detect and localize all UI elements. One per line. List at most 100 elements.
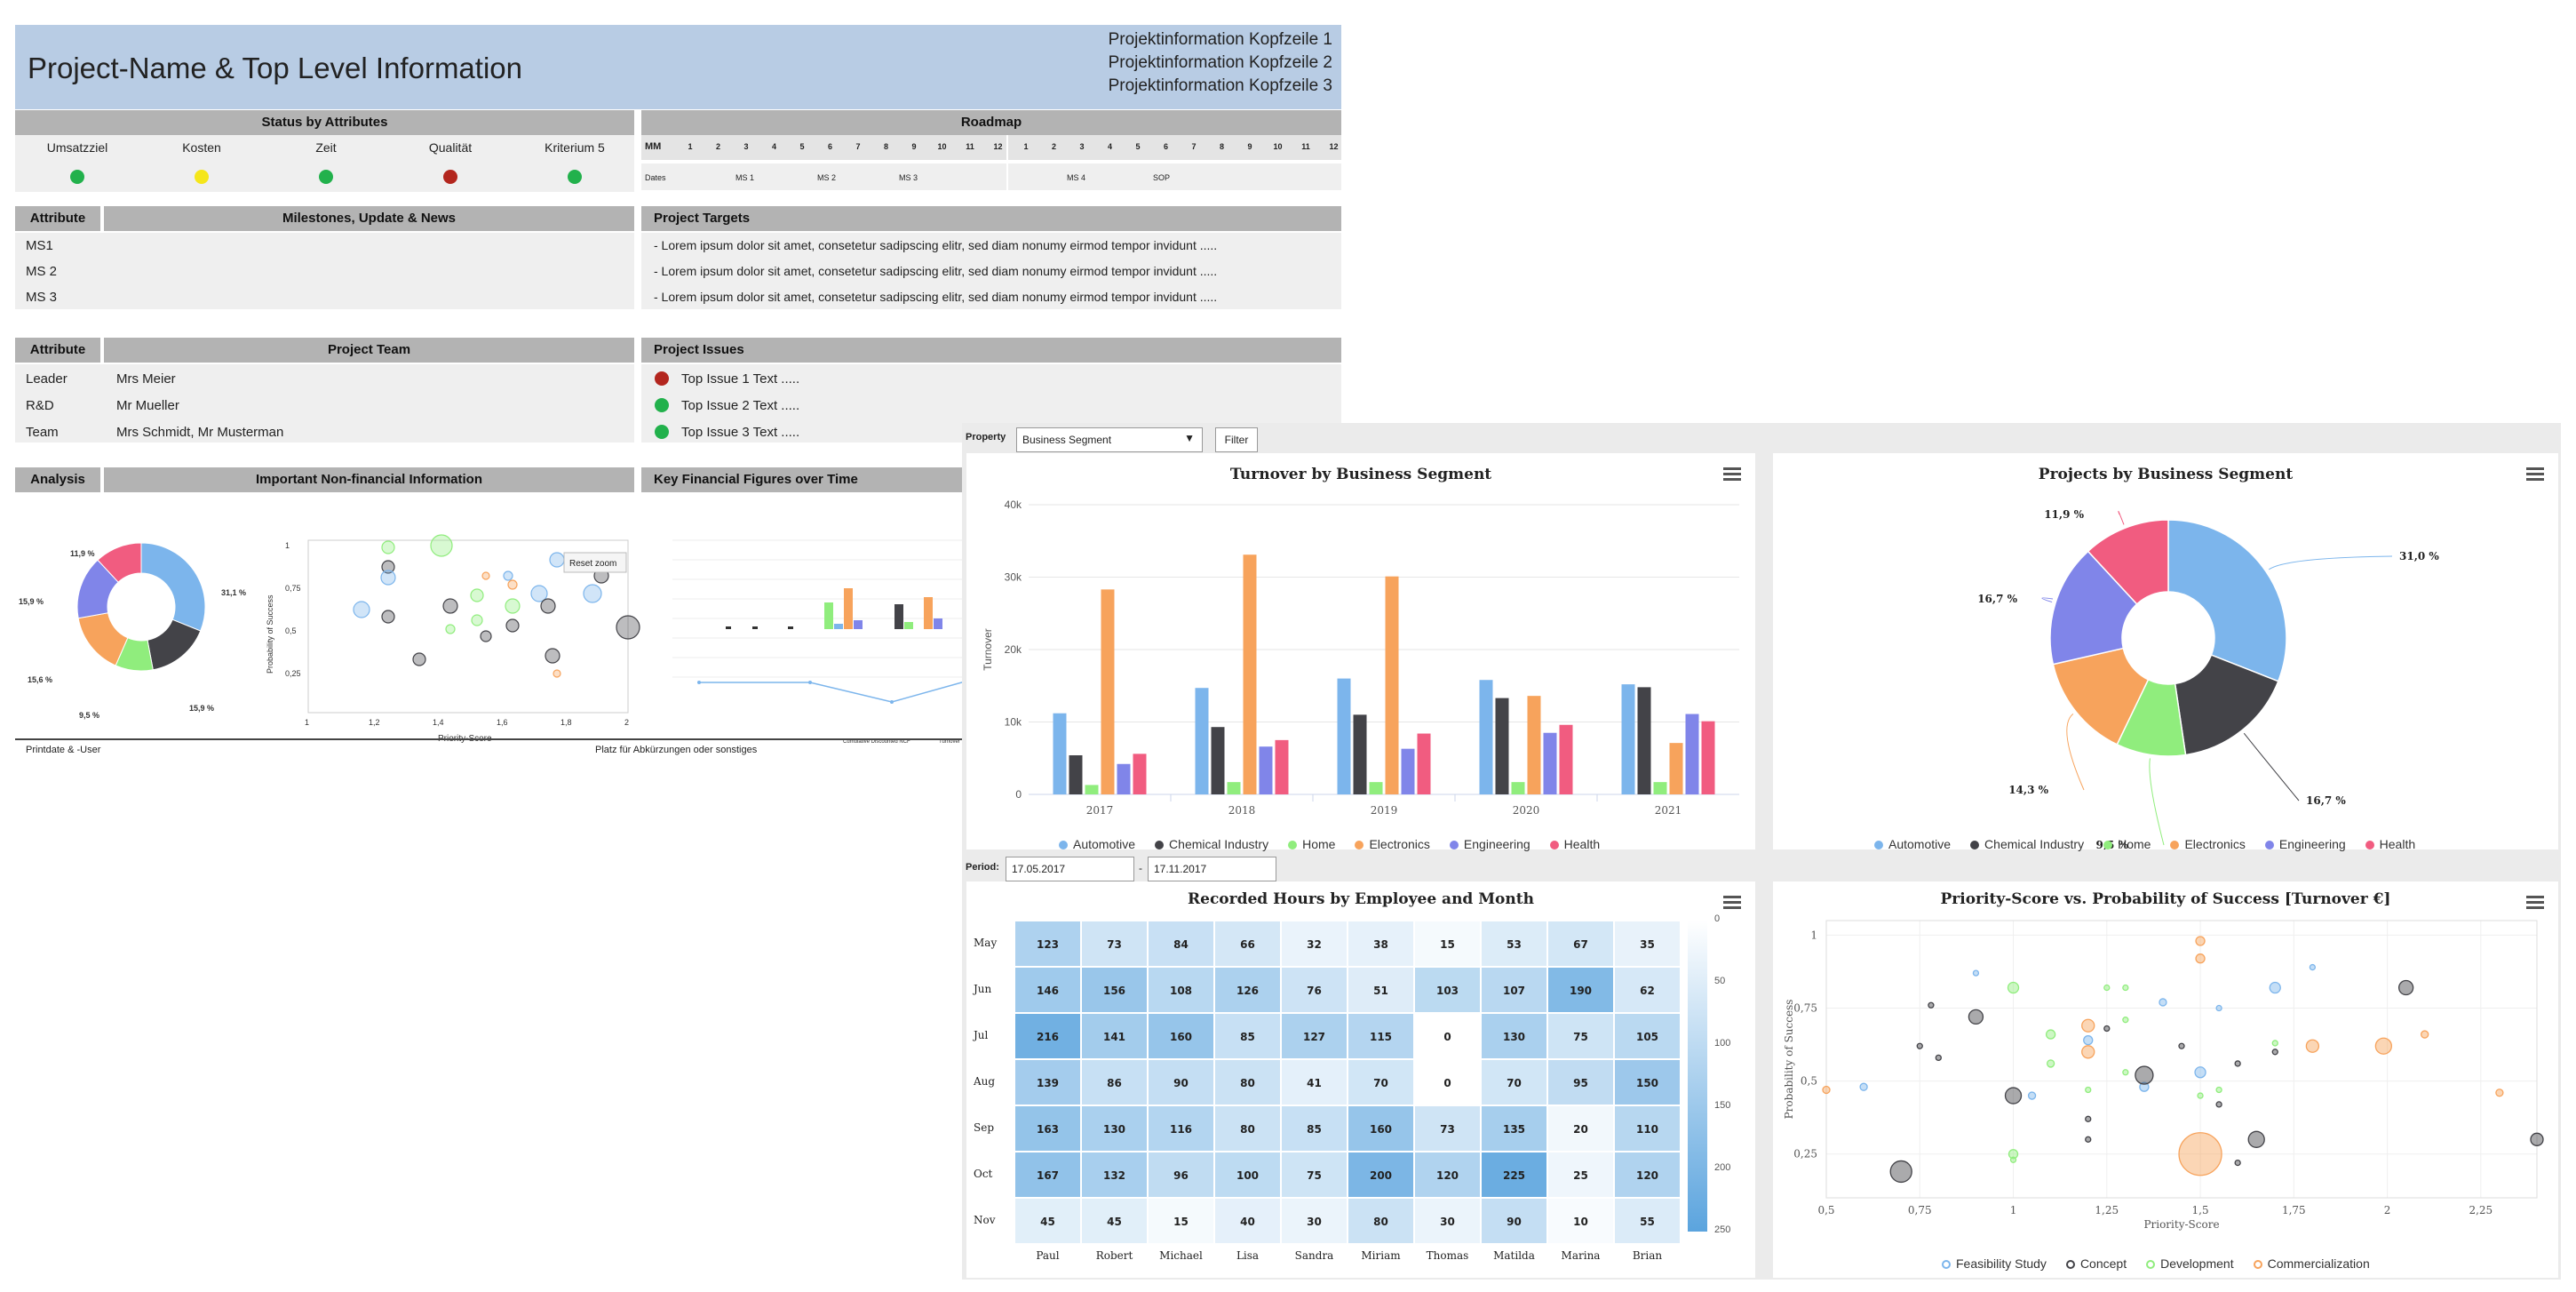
legend-item[interactable]: Home <box>2118 837 2151 851</box>
filter-button[interactable]: Filter <box>1215 427 1258 452</box>
legend-item[interactable]: Engineering <box>2278 837 2346 851</box>
bar <box>1479 680 1493 794</box>
mini-scatter-point <box>381 610 395 624</box>
issues-section-header: Project Issues <box>641 338 1341 363</box>
turnover-chart-panel: Turnover by Business Segment 0 10k 20k 30k 4… <box>966 453 1755 851</box>
team-member: Mr Mueller <box>116 398 179 413</box>
legend-marker <box>1549 841 1559 850</box>
donut-slice <box>2167 519 2287 682</box>
bubble <box>2215 1086 2222 1094</box>
reset-zoom-button[interactable] <box>563 552 627 573</box>
heatmap-cell: 105 <box>1614 1013 1681 1059</box>
mini-scatter-xtick: 1,8 <box>561 718 572 727</box>
bubble <box>2271 1049 2278 1056</box>
roadmap-milestone: MS 4 <box>1067 173 1086 182</box>
bar <box>1275 739 1289 794</box>
bar <box>1053 713 1067 794</box>
period-from-input[interactable]: 17.05.2017 <box>1006 857 1134 881</box>
donut-data-label: 31,0 % <box>2399 550 2439 562</box>
heatmap-cell: 200 <box>1348 1152 1414 1198</box>
status-column-label: Umsatzziel <box>46 140 108 155</box>
milestone-row-label: MS 3 <box>26 290 58 305</box>
x-tick-label: 2 <box>2384 1204 2391 1216</box>
heatmap-cell: 115 <box>1348 1013 1414 1059</box>
mini-scatter-point <box>470 588 484 602</box>
chart-menu-icon[interactable] <box>2526 467 2544 482</box>
colorbar-label: 50 <box>1714 976 1726 986</box>
team-role: R&D <box>26 398 54 413</box>
status-section-header: Status by Attributes <box>15 110 634 135</box>
heatmap-cell: 85 <box>1281 1105 1348 1152</box>
chart-menu-icon[interactable] <box>1723 896 1741 910</box>
heatmap-cell: 41 <box>1281 1059 1348 1105</box>
heatmap-cell: 108 <box>1148 967 1214 1013</box>
bubble <box>2309 963 2317 971</box>
chart-menu-icon[interactable] <box>2526 896 2544 910</box>
target-row: - Lorem ipsum dolor sit amet, consetetur… <box>654 264 1218 278</box>
legend-item[interactable]: Electronics <box>2184 837 2246 851</box>
bubble <box>2135 1065 2154 1085</box>
legend-item[interactable]: Home <box>1302 837 1336 851</box>
legend-item[interactable]: Health <box>2379 837 2416 851</box>
heatmap-cell: 120 <box>1414 1152 1481 1198</box>
legend-item[interactable]: Automotive <box>1073 837 1136 851</box>
roadmap-months-row <box>641 135 1341 160</box>
heatmap-cell: 84 <box>1148 921 1214 967</box>
priority-scatter-panel: Priority-Score vs. Probability of Succes… <box>1773 881 2558 1278</box>
legend-item[interactable]: Concept <box>2079 1256 2127 1271</box>
legend-item[interactable]: Engineering <box>1463 837 1530 851</box>
legend-item[interactable]: Automotive <box>1888 837 1952 851</box>
bubble <box>2530 1132 2544 1146</box>
mini-scatter-xtick: 1,6 <box>497 718 508 727</box>
donut-slice <box>2052 647 2150 746</box>
y-tick-label: 0,25 <box>1793 1148 1817 1160</box>
chart-menu-icon[interactable] <box>1723 467 1741 482</box>
legend-item[interactable]: Development <box>2160 1256 2234 1271</box>
roadmap-month: 5 <box>1135 142 1141 151</box>
bubble <box>2374 1037 2393 1055</box>
heatmap-cell: 73 <box>1081 921 1148 967</box>
donut-slice <box>2087 519 2169 605</box>
bubble <box>2195 936 2206 946</box>
bubble <box>2085 1086 2092 1094</box>
legend-item[interactable]: Commercialization <box>2267 1256 2370 1271</box>
legend-item[interactable]: Feasibility Study <box>1956 1256 2047 1271</box>
donut-connector <box>2149 758 2165 846</box>
bubble <box>2194 1066 2206 1079</box>
bubble <box>2081 1018 2095 1033</box>
legend-item[interactable]: Electronics <box>1369 837 1430 851</box>
x-tick-label: 1,5 <box>2192 1204 2209 1216</box>
mini-scatter-chart <box>353 534 640 678</box>
period-to-input[interactable]: 17.11.2017 <box>1148 857 1276 881</box>
bar <box>1527 696 1541 794</box>
header-info: Projektinformation Kopfzeile 1 Projektin… <box>1109 28 1332 98</box>
heatmap-cell: 25 <box>1547 1152 1614 1198</box>
heatmap-cell: 141 <box>1081 1013 1148 1059</box>
legend-item[interactable]: Health <box>1563 837 1601 851</box>
bar <box>1195 688 1209 794</box>
header-info-line: Projektinformation Kopfzeile 2 <box>1108 53 1332 72</box>
heatmap-cell: 70 <box>1348 1059 1414 1105</box>
bubble <box>2085 1115 2092 1122</box>
bubble <box>2195 953 2206 964</box>
x-tick-label: 1 <box>2010 1204 2017 1216</box>
heatmap-cell: 190 <box>1547 967 1614 1013</box>
bubble <box>2009 1156 2017 1163</box>
team-section-header: Project Team <box>104 338 634 363</box>
x-tick-label: 1,75 <box>2282 1204 2306 1216</box>
bubble <box>1968 1009 1984 1025</box>
property-select[interactable]: Business Segment ▼ <box>1016 427 1203 452</box>
targets-section-header: Project Targets <box>641 206 1341 231</box>
mini-scatter-point <box>507 579 518 590</box>
heatmap-cell: 80 <box>1214 1105 1281 1152</box>
priority-scatter-chart: 0,5 0,75 1 1,25 1,5 1,75 2 2,25 0,25 0,5 0,75 1 Prio… <box>1783 920 2544 1231</box>
mini-donut-slice <box>140 542 206 632</box>
legend-item[interactable]: Chemical Industry <box>1169 837 1269 851</box>
heatmap-cell: 163 <box>1014 1105 1081 1152</box>
bar <box>1337 678 1351 794</box>
donut-connector <box>2268 555 2393 570</box>
bar <box>1669 743 1683 794</box>
donut-connector <box>2041 597 2054 603</box>
legend-item[interactable]: Chemical Industry <box>1984 837 2085 851</box>
issue-text: Top Issue 3 Text ..... <box>681 425 800 440</box>
